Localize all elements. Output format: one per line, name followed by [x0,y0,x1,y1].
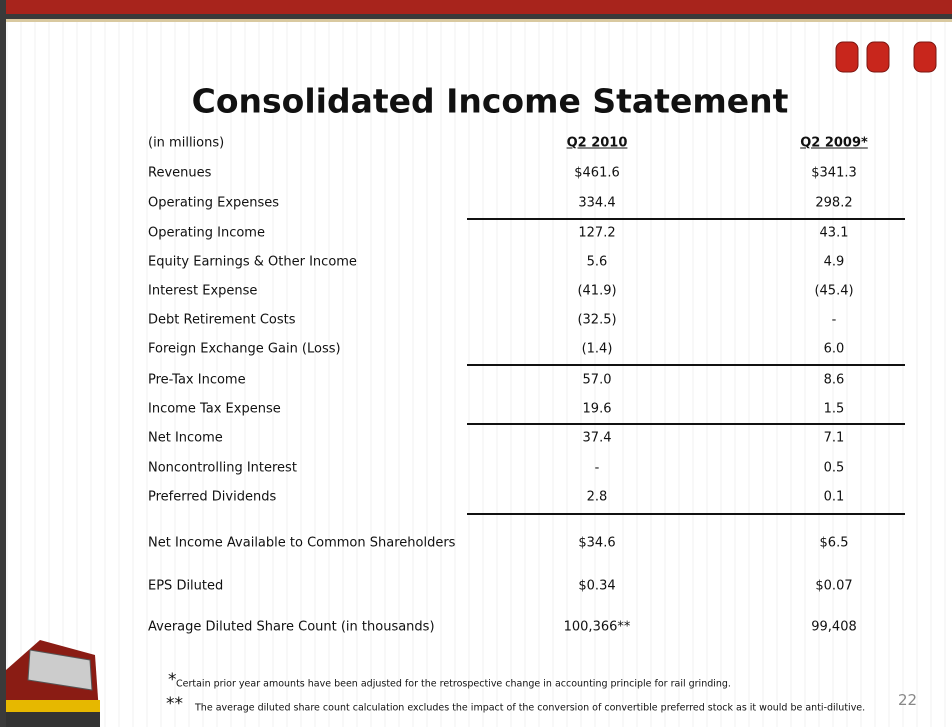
table-rule [467,364,905,366]
cell-value: 99,408 [811,619,857,635]
row-label: Interest Expense [148,283,258,299]
cell-value: $6.5 [819,535,849,551]
table-rule [467,513,905,515]
cell-value: (45.4) [814,283,854,299]
row-label: Operating Expenses [148,195,280,211]
column-header: Q2 2010 [566,135,628,151]
train-image [6,640,100,727]
cell-value: 2.8 [586,489,608,505]
row-label: Preferred Dividends [148,489,277,505]
cell-value: $461.6 [574,165,620,181]
page-number: 22 [898,691,918,709]
cell-value: 8.6 [823,372,845,388]
cell-value: 100,366** [563,619,631,635]
cell-value: 0.1 [823,489,845,505]
row-label: EPS Diluted [148,578,224,594]
cell-value: $0.07 [815,578,853,594]
row-label: Net Income Available to Common Sharehold… [148,535,456,551]
footnote-text: The average diluted share count calculat… [195,702,866,714]
cell-value: 1.5 [823,401,845,417]
row-label: Revenues [148,165,212,181]
row-label: Operating Income [148,225,265,241]
cell-value: (41.9) [577,283,617,299]
row-label: Pre-Tax Income [148,372,246,388]
row-label: Income Tax Expense [148,401,281,417]
row-label: Equity Earnings & Other Income [148,254,357,270]
cell-value: - [594,460,600,476]
cell-value: (1.4) [581,341,613,357]
units-label: (in millions) [148,135,225,151]
cell-value: 37.4 [582,430,612,446]
cell-value: 4.9 [823,254,845,270]
title: Consolidated Income Statement [191,81,789,121]
cell-value: 43.1 [819,225,849,241]
table-rule [467,218,905,220]
logos [835,41,937,73]
footnote-marker: ** [166,694,183,714]
row-label: Noncontrolling Interest [148,460,297,476]
cell-value: 334.4 [578,195,616,211]
cell-value: (32.5) [577,312,617,328]
cell-value: 57.0 [582,372,612,388]
footnote-marker: * [168,670,177,690]
table-rule [467,423,905,425]
cell-value: 5.6 [586,254,608,270]
cell-value: 298.2 [815,195,853,211]
column-header: Q2 2009* [800,135,868,151]
cell-value: 6.0 [823,341,845,357]
cell-value: $341.3 [811,165,857,181]
cell-value: - [831,312,837,328]
cell-value: 0.5 [823,460,845,476]
footnote-text: Certain prior year amounts have been adj… [176,678,731,690]
cell-value: $34.6 [578,535,616,551]
cell-value: $0.34 [578,578,616,594]
cell-value: 127.2 [578,225,616,241]
cell-value: 7.1 [823,430,845,446]
row-label: Net Income [148,430,223,446]
row-label: Foreign Exchange Gain (Loss) [148,341,341,357]
row-label: Average Diluted Share Count (in thousand… [148,619,435,635]
row-label: Debt Retirement Costs [148,312,296,328]
cell-value: 19.6 [582,401,612,417]
